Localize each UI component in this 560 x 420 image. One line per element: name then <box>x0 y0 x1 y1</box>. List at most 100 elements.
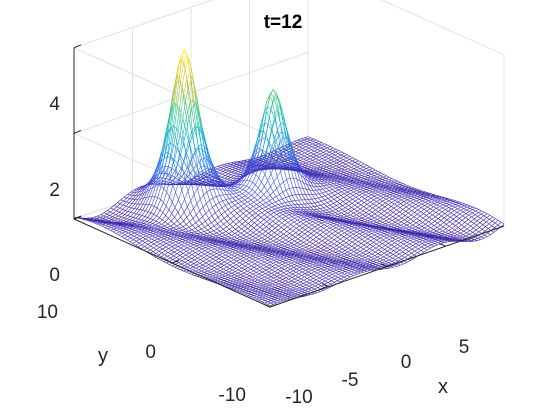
mesh-segment <box>437 200 441 203</box>
mesh-segment <box>342 203 346 206</box>
mesh-segment <box>294 139 299 142</box>
mesh-segment <box>312 217 317 220</box>
mesh-segment <box>348 241 353 245</box>
mesh-segment <box>350 188 355 191</box>
mesh-segment <box>368 250 373 253</box>
mesh-segment <box>322 191 326 194</box>
mesh-segment <box>459 215 463 219</box>
mesh-segment <box>406 243 410 247</box>
mesh-segment <box>398 255 403 258</box>
mesh-segment <box>417 211 421 215</box>
mesh-segment <box>379 259 384 262</box>
mesh-segment <box>254 187 259 193</box>
mesh-segment <box>385 242 389 246</box>
mesh-segment <box>391 200 396 203</box>
mesh-segment <box>237 184 242 188</box>
mesh-segment <box>431 240 435 243</box>
mesh-segment <box>393 209 397 213</box>
mesh-segment <box>182 118 187 132</box>
mesh-segment <box>465 234 470 237</box>
mesh-segment <box>296 225 300 229</box>
mesh-segment <box>292 148 297 151</box>
mesh-segment <box>167 236 171 238</box>
mesh-segment <box>415 224 420 227</box>
mesh-segment <box>219 250 224 253</box>
mesh-segment <box>161 221 166 225</box>
mesh-segment <box>269 262 274 266</box>
mesh-segment <box>233 257 238 260</box>
mesh-segment <box>93 215 98 218</box>
mesh-segment <box>308 284 313 287</box>
mesh-segment <box>240 230 245 234</box>
mesh-segment <box>279 211 284 214</box>
mesh-segment <box>207 227 212 231</box>
mesh-segment <box>317 144 322 147</box>
mesh-segment <box>478 229 483 233</box>
mesh-segment <box>415 227 419 230</box>
mesh-segment <box>379 222 383 224</box>
mesh-segment <box>366 205 371 209</box>
mesh-segment <box>293 177 297 180</box>
mesh-segment <box>337 234 342 238</box>
mesh-segment <box>434 199 439 202</box>
mesh-segment <box>323 206 327 209</box>
mesh-segment <box>468 238 472 240</box>
mesh-segment <box>352 196 357 200</box>
mesh-segment <box>325 275 330 278</box>
mesh-segment <box>224 277 229 279</box>
mesh-segment <box>183 217 188 222</box>
mesh-segment <box>470 218 475 222</box>
mesh-segment <box>365 231 370 234</box>
mesh-segment <box>391 221 396 225</box>
mesh-segment <box>388 220 393 223</box>
mesh-segment <box>431 220 435 224</box>
mesh-segment <box>264 122 269 125</box>
mesh-segment <box>385 200 389 204</box>
mesh-segment <box>310 181 315 184</box>
mesh-segment <box>357 177 362 179</box>
mesh-segment <box>254 194 258 198</box>
mesh-segment <box>178 260 183 263</box>
mesh-segment <box>187 182 192 192</box>
mesh-segment <box>341 207 346 210</box>
mesh-segment <box>277 129 282 142</box>
mesh-segment <box>346 172 351 174</box>
mesh-segment <box>273 238 277 241</box>
mesh-segment <box>440 222 444 226</box>
mesh-segment <box>236 259 241 262</box>
mesh-segment <box>332 272 336 275</box>
mesh-segment <box>165 196 170 207</box>
mesh-segment <box>336 182 341 184</box>
mesh-segment <box>113 230 117 233</box>
mesh-segment <box>231 274 235 277</box>
mesh-segment <box>324 144 328 147</box>
mesh-segment <box>266 186 271 192</box>
mesh-segment <box>127 212 132 216</box>
mesh-segment <box>300 276 305 279</box>
mesh-segment <box>200 234 204 236</box>
mesh-segment <box>342 160 347 164</box>
mesh-segment <box>183 161 188 168</box>
mesh-segment <box>284 282 289 285</box>
mesh-segment <box>271 227 276 231</box>
mesh-segment <box>215 237 219 239</box>
mesh-segment <box>297 154 302 157</box>
mesh-segment <box>348 259 353 261</box>
mesh-segment <box>223 263 228 266</box>
mesh-segment <box>324 282 329 285</box>
mesh-segment <box>423 249 428 253</box>
mesh-segment <box>282 212 287 215</box>
mesh-segment <box>156 247 160 250</box>
mesh-segment <box>354 185 359 188</box>
mesh-segment <box>184 168 189 180</box>
mesh-segment <box>409 199 414 202</box>
mesh-segment <box>325 155 329 158</box>
mesh-segment <box>354 206 358 210</box>
mesh-segment <box>200 231 205 234</box>
mesh-segment <box>354 202 359 206</box>
mesh-segment <box>413 256 418 259</box>
mesh-segment <box>385 222 390 225</box>
mesh-segment <box>485 223 490 227</box>
mesh-segment <box>311 226 315 230</box>
mesh-segment <box>120 217 125 221</box>
